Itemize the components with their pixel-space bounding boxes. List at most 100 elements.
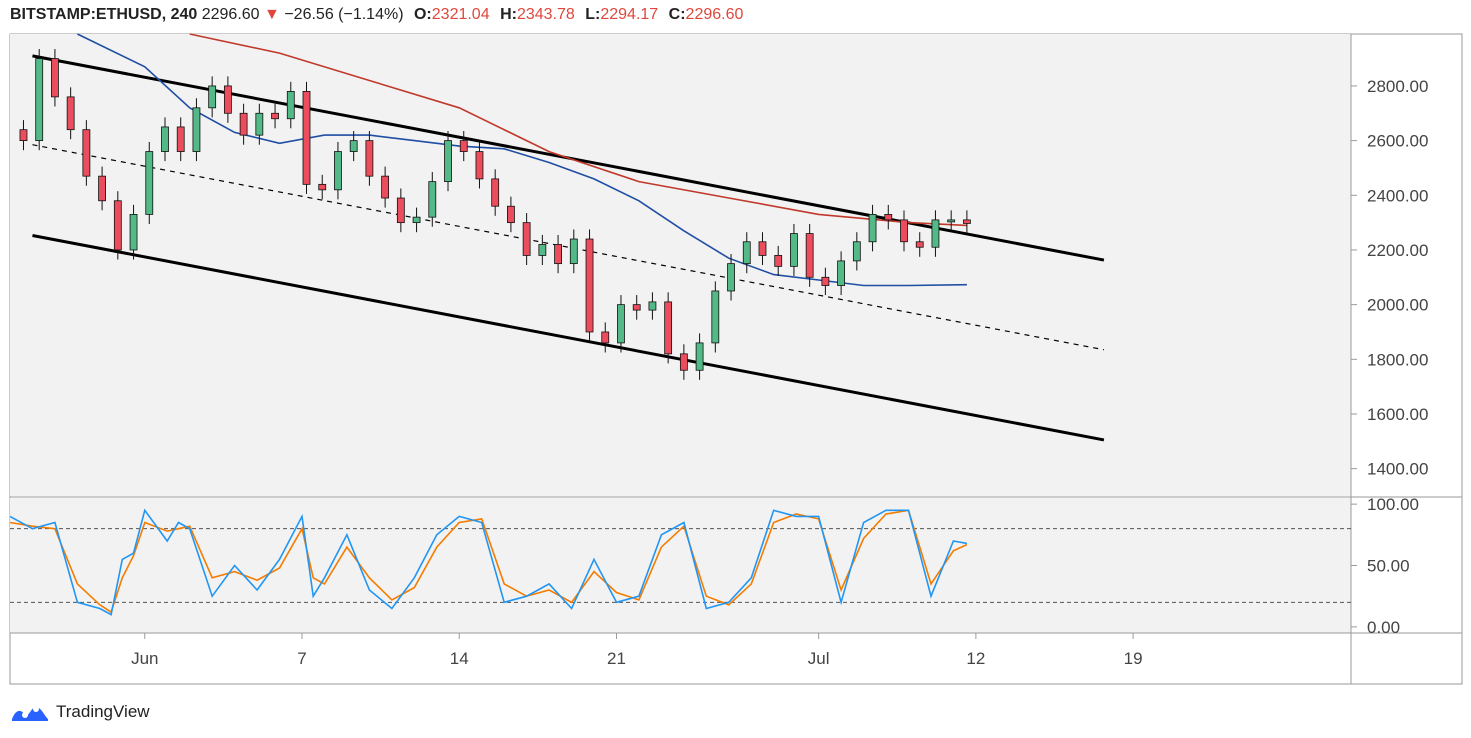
candle-down [491, 178, 500, 207]
candle-down [396, 197, 405, 224]
candle-up [538, 244, 547, 256]
time-tick-label: 7 [297, 649, 306, 668]
candle-down [475, 151, 484, 180]
time-tick-label: Jul [808, 649, 830, 668]
candle-up [617, 304, 625, 344]
candle-down [459, 140, 468, 152]
high-label: H: [500, 6, 517, 23]
stochastic-k-line [9, 508, 968, 616]
price-axis[interactable]: 1400.00 1600.00 1800.00 2000.00 2200.00 2400.… [1351, 77, 1428, 479]
candle-up [349, 140, 358, 152]
stoch-tick-label: 50.00 [1367, 557, 1410, 576]
candle-down [82, 129, 91, 177]
candle-up [727, 263, 735, 292]
candle-up [444, 140, 452, 183]
time-tick-label: 14 [450, 649, 469, 668]
candle-up [742, 241, 751, 265]
low-label: L: [585, 6, 601, 23]
slow-moving-average-line [189, 33, 967, 227]
candle-down [601, 331, 610, 344]
price-tick-label: 2200.00 [1367, 241, 1428, 260]
stochastic-axis[interactable]: 0.00 50.00 100.00 [1351, 495, 1419, 637]
tradingview-logo-icon [12, 706, 48, 721]
channel-trendline[interactable] [32, 234, 1105, 442]
candle-down [113, 200, 122, 251]
candle-up [286, 91, 295, 120]
candle-down [66, 96, 75, 131]
candle-down [239, 112, 248, 136]
stochastic-pane[interactable] [10, 498, 1351, 633]
last-price: 2296.60 [201, 6, 260, 23]
candles [19, 49, 971, 380]
candle-up [837, 260, 846, 286]
tradingview-brand[interactable]: TradingView [10, 700, 150, 724]
candle-down [632, 304, 641, 311]
low-value: 2294.17 [600, 6, 659, 23]
time-tick-label: 12 [966, 649, 985, 668]
price-tick-label: 2000.00 [1367, 296, 1428, 315]
price-tick-label: 1600.00 [1367, 405, 1428, 424]
candle-up [161, 126, 169, 152]
candle-up [129, 214, 138, 251]
stoch-tick-label: 100.00 [1367, 495, 1419, 514]
candle-down [962, 219, 971, 224]
time-tick-label: 19 [1124, 649, 1143, 668]
price-tick-label: 1400.00 [1367, 460, 1428, 479]
candle-up [255, 112, 264, 136]
brand-name: TradingView [56, 702, 150, 721]
candle-down [805, 233, 814, 278]
candle-up [648, 301, 657, 311]
open-value: 2321.04 [431, 6, 490, 23]
candle-down [758, 241, 767, 256]
price-tick-label: 1800.00 [1367, 350, 1428, 369]
change-arrow-icon: ▼ [264, 6, 280, 23]
candle-up [412, 216, 421, 224]
price-change: −26.56 (−1.14%) [284, 6, 404, 23]
candle-down [664, 301, 673, 355]
candle-down [381, 175, 390, 199]
price-tick-label: 2400.00 [1367, 186, 1428, 205]
time-tick-label: 21 [607, 649, 626, 668]
candle-down [302, 91, 311, 185]
candle-down [19, 129, 28, 142]
symbol-label[interactable]: BITSTAMP:ETHUSD, 240 [10, 6, 198, 23]
channel-midline[interactable] [32, 144, 1105, 351]
stoch-tick-label: 0.00 [1367, 618, 1400, 637]
candle-up [790, 233, 798, 267]
candle-down [51, 58, 59, 98]
candle-up [145, 151, 154, 215]
candle-down [821, 276, 830, 286]
price-pane[interactable] [10, 34, 1351, 496]
candle-down [507, 205, 515, 224]
high-value: 2343.78 [516, 6, 575, 23]
candle-up [852, 241, 861, 262]
close-label: C: [668, 6, 686, 23]
candle-down [223, 85, 232, 114]
candle-up [35, 58, 44, 142]
time-axis[interactable]: Jun 7 14 21 Jul 12 19 [131, 633, 1143, 668]
candle-down [774, 255, 783, 267]
stochastic-lines [9, 508, 968, 616]
candle-up [868, 214, 877, 243]
candle-down [585, 238, 594, 333]
candle-down [900, 219, 908, 243]
candle-up [208, 85, 217, 109]
price-tick-label: 2600.00 [1367, 132, 1428, 151]
candle-down [271, 112, 279, 120]
candle-down [884, 214, 893, 221]
open-label: O: [413, 6, 432, 23]
candle-up [711, 290, 720, 344]
stochastic-d-line [9, 509, 968, 614]
candle-down [365, 140, 374, 177]
candle-up [192, 107, 201, 152]
candle-up [334, 151, 342, 191]
candle-down [98, 175, 106, 202]
candle-down [915, 241, 924, 248]
candle-down [176, 126, 185, 152]
time-tick-label: Jun [131, 649, 158, 668]
symbol-header: BITSTAMP:ETHUSD, 240 2296.60 ▼ −26.56 (−… [10, 4, 743, 26]
candle-down [318, 183, 327, 191]
candle-up [931, 219, 940, 248]
candle-up [569, 238, 578, 265]
